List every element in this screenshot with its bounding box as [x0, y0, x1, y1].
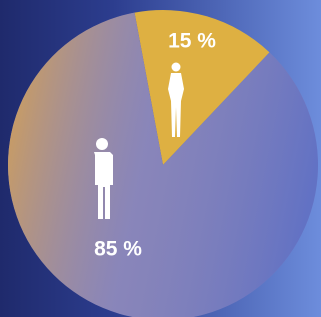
value-label: 15 % [168, 30, 216, 53]
chart: 15 % 85 % [0, 0, 321, 317]
value-label: 85 % [94, 238, 142, 261]
pie [8, 10, 318, 317]
